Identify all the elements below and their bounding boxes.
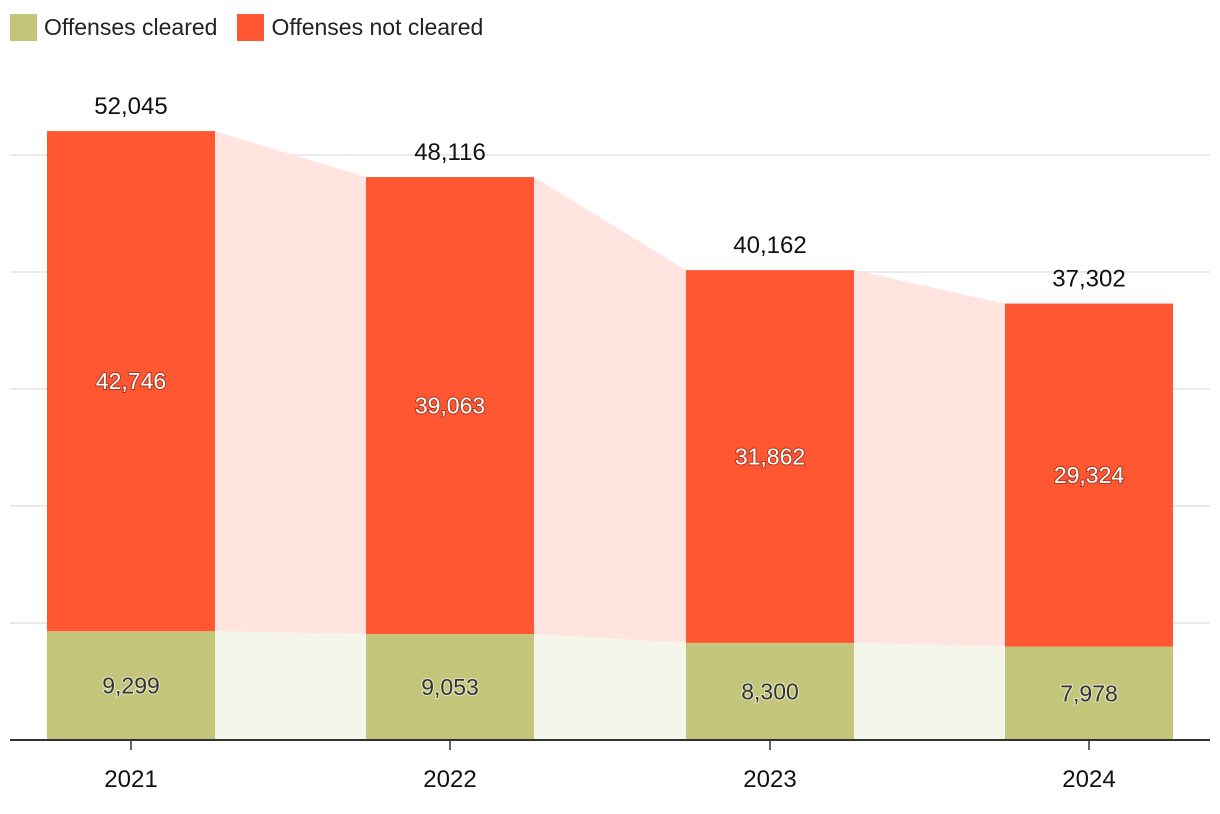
legend-swatch-cleared [10,14,37,41]
label-cleared-2022: 9,053 [421,674,479,700]
label-total-2021: 52,045 [94,93,167,120]
legend-item-cleared: Offenses cleared [10,14,217,41]
label-total-2024: 37,302 [1052,266,1125,293]
band-cleared [534,634,686,740]
bar-cleared-2022 [366,634,534,740]
label-cleared-2023: 8,300 [741,678,799,704]
label-not-cleared-2024: 29,324 [1054,462,1125,488]
x-tick-label-2021: 2021 [104,766,157,793]
label-not-cleared-2021: 42,746 [96,368,166,394]
connector-bands [215,131,1005,740]
bar-cleared-2024 [1005,646,1173,740]
label-total-2023: 40,162 [733,232,806,259]
x-tick-label-2024: 2024 [1062,766,1115,793]
legend: Offenses cleared Offenses not cleared [10,14,483,41]
x-tick-label-2023: 2023 [743,766,796,793]
value-labels: 9,299 42,746 52,045 9,053 39,063 48,116 8,300 3… [94,93,1125,707]
bar-not-cleared-2022 [366,177,534,635]
band-not-cleared [534,177,686,643]
legend-label-not-cleared: Offenses not cleared [271,14,484,40]
bar-cleared-2023 [686,642,854,740]
label-cleared-2024: 7,978 [1060,680,1118,706]
bars [47,131,1173,740]
x-axis: 2021 2022 2023 2024 [10,739,1210,793]
legend-label-cleared: Offenses cleared [44,14,218,40]
bar-not-cleared-2024 [1005,303,1173,647]
legend-item-not-cleared: Offenses not cleared [237,14,483,41]
bar-not-cleared-2021 [47,131,215,632]
band-cleared [854,642,1005,740]
band-not-cleared [854,270,1005,647]
band-cleared [215,631,366,740]
label-not-cleared-2022: 39,063 [415,393,485,419]
label-total-2022: 48,116 [414,139,486,166]
label-cleared-2021: 9,299 [102,673,160,699]
label-not-cleared-2023: 31,862 [735,443,805,469]
band-not-cleared [215,131,366,635]
bar-not-cleared-2023 [686,270,854,643]
legend-swatch-not-cleared [237,14,265,41]
x-tick-label-2022: 2022 [423,766,476,793]
bar-cleared-2021 [47,631,215,740]
